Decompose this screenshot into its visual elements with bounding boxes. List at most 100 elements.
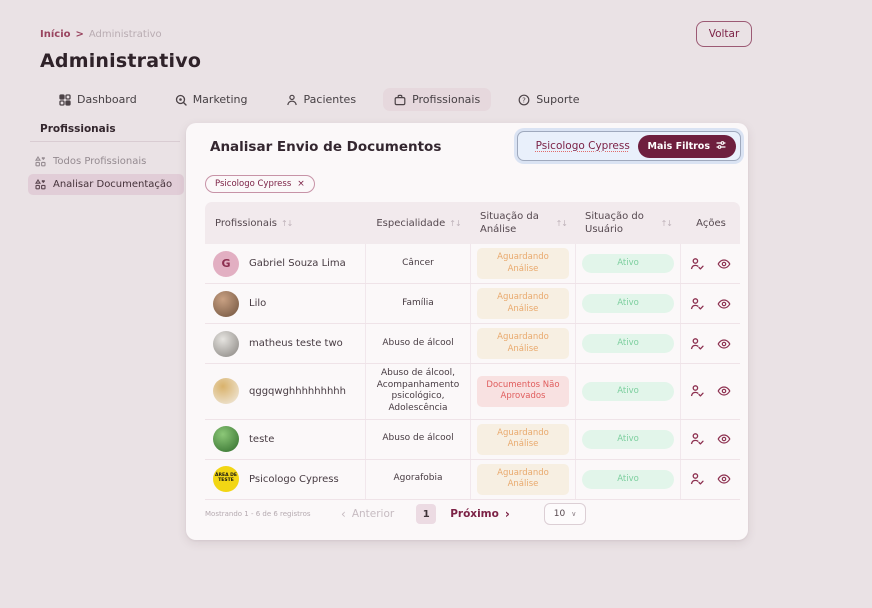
page-number-button[interactable]: 1 bbox=[416, 504, 437, 524]
user-status-badge: Ativo bbox=[582, 381, 674, 402]
user-check-icon[interactable] bbox=[690, 337, 704, 351]
sort-icon[interactable]: ↑↓ bbox=[660, 218, 673, 228]
eye-icon[interactable] bbox=[717, 297, 731, 311]
tab-dashboard[interactable]: Dashboard bbox=[48, 88, 148, 111]
column-header-especialidade: Especialidade ↑↓ bbox=[376, 217, 461, 229]
professional-name: Lilo bbox=[249, 298, 267, 309]
table-row: matheus teste two Abuso de álcool Aguard… bbox=[205, 324, 740, 364]
specialty: Abuso de álcool bbox=[365, 419, 470, 459]
svg-text:?: ? bbox=[522, 96, 526, 104]
sidebar-title: Profissionais bbox=[40, 123, 116, 135]
chevron-down-icon: ∨ bbox=[571, 510, 577, 518]
analysis-status-cell: Documentos Não Aprovados bbox=[470, 364, 575, 419]
more-filters-label: Mais Filtros bbox=[647, 140, 711, 152]
user-check-icon[interactable] bbox=[690, 384, 704, 398]
specialty: Câncer bbox=[365, 244, 470, 283]
user-status-badge: Ativo bbox=[582, 293, 674, 314]
avatar: G bbox=[213, 250, 239, 277]
professional-name: matheus teste two bbox=[249, 338, 343, 349]
eye-icon[interactable] bbox=[717, 472, 731, 486]
category-icon bbox=[35, 156, 46, 167]
sidebar-item-analisar-documentacao[interactable]: Analisar Documentação bbox=[28, 174, 184, 195]
analysis-status-cell: Aguardando Análise bbox=[470, 419, 575, 459]
professional-cell: G Gabriel Souza Lima bbox=[205, 246, 365, 282]
tab-suporte[interactable]: ? Suporte bbox=[507, 88, 590, 111]
analysis-status-badge: Aguardando Análise bbox=[477, 328, 569, 359]
professional-name: qggqwghhhhhhhhh bbox=[249, 385, 346, 397]
actions-cell bbox=[680, 244, 740, 283]
avatar bbox=[213, 378, 239, 405]
sidebar-item-todos-profissionais[interactable]: Todos Profissionais bbox=[28, 151, 184, 172]
column-header-situacao-usuario: Situação do Usuário ↑↓ bbox=[585, 211, 673, 235]
specialty: Agorafobia bbox=[365, 459, 470, 499]
eye-icon[interactable] bbox=[717, 257, 731, 271]
pagination-summary: Mostrando 1 - 6 de 6 registros bbox=[205, 510, 311, 518]
table-row: teste Abuso de álcool Aguardando Análise… bbox=[205, 419, 740, 460]
previous-page-button[interactable]: ‹ Anterior bbox=[341, 507, 395, 521]
tab-pacientes[interactable]: Pacientes bbox=[275, 88, 368, 111]
user-check-icon[interactable] bbox=[690, 432, 704, 446]
professional-cell: qggqwghhhhhhhhh bbox=[205, 373, 365, 409]
actions-cell bbox=[680, 459, 740, 499]
professional-search-input[interactable]: Psicologo Cypress Mais Filtros bbox=[517, 131, 741, 161]
sort-icon[interactable]: ↑↓ bbox=[555, 218, 568, 228]
eye-icon[interactable] bbox=[717, 384, 731, 398]
patients-icon bbox=[286, 94, 298, 106]
chip-remove-icon[interactable]: × bbox=[297, 179, 305, 189]
analysis-status-badge: Aguardando Análise bbox=[477, 423, 569, 455]
filter-chip[interactable]: Psicologo Cypress × bbox=[205, 175, 315, 193]
sidebar-item-label: Analisar Documentação bbox=[53, 179, 173, 190]
avatar bbox=[213, 290, 239, 317]
user-check-icon[interactable] bbox=[690, 257, 704, 271]
user-status-cell: Ativo bbox=[575, 459, 680, 499]
user-status-cell: Ativo bbox=[575, 419, 680, 459]
professional-name: teste bbox=[249, 433, 275, 445]
sidebar-item-label: Todos Profissionais bbox=[53, 156, 147, 167]
tab-label: Suporte bbox=[536, 93, 580, 106]
professional-cell: Lilo bbox=[205, 286, 365, 322]
table-header: Profissionais ↑↓ Especialidade ↑↓ Situaç… bbox=[205, 202, 740, 244]
analysis-status-badge: Documentos Não Aprovados bbox=[477, 375, 569, 407]
user-check-icon[interactable] bbox=[690, 297, 704, 311]
actions-cell bbox=[680, 324, 740, 363]
back-button[interactable]: Voltar bbox=[696, 21, 752, 47]
professionals-icon bbox=[394, 94, 406, 106]
page-title: Administrativo bbox=[40, 50, 202, 72]
actions-cell bbox=[680, 419, 740, 459]
professional-cell: teste bbox=[205, 421, 365, 457]
breadcrumb-home[interactable]: Início bbox=[40, 29, 71, 40]
eye-icon[interactable] bbox=[717, 337, 731, 351]
search-value[interactable]: Psicologo Cypress bbox=[535, 140, 630, 152]
column-header-profissionais: Profissionais ↑↓ bbox=[215, 217, 293, 229]
tab-bar: Dashboard Marketing Pacientes Profission… bbox=[48, 88, 590, 111]
sort-icon[interactable]: ↑↓ bbox=[280, 218, 293, 228]
specialty: Abuso de álcool bbox=[365, 324, 470, 363]
user-status-badge: Ativo bbox=[582, 253, 674, 274]
chevron-right-icon: › bbox=[504, 507, 510, 521]
tab-label: Marketing bbox=[192, 93, 248, 106]
table-row: Lilo Família Aguardando Análise Ativo bbox=[205, 284, 740, 324]
tab-marketing[interactable]: Marketing bbox=[164, 88, 259, 111]
tab-label: Pacientes bbox=[303, 93, 357, 106]
user-status-cell: Ativo bbox=[575, 324, 680, 363]
user-status-badge: Ativo bbox=[582, 333, 674, 354]
next-page-button[interactable]: Próximo › bbox=[450, 507, 510, 521]
avatar bbox=[213, 426, 239, 453]
sliders-icon bbox=[716, 140, 726, 153]
specialty: Abuso de álcool, Acompanhamento psicológ… bbox=[365, 364, 470, 419]
analysis-status-cell: Aguardando Análise bbox=[470, 244, 575, 283]
eye-icon[interactable] bbox=[717, 432, 731, 446]
tab-profissionais[interactable]: Profissionais bbox=[383, 88, 492, 111]
professional-cell: ÁREA DE TESTE Psicologo Cypress bbox=[205, 461, 365, 497]
breadcrumb-separator-icon: > bbox=[75, 29, 84, 40]
card-title: Analisar Envio de Documentos bbox=[210, 139, 442, 155]
table-body: G Gabriel Souza Lima Câncer Aguardando A… bbox=[205, 244, 740, 500]
more-filters-button[interactable]: Mais Filtros bbox=[637, 134, 736, 158]
page-size-select[interactable]: 10 ∨ bbox=[543, 503, 587, 525]
pagination: Mostrando 1 - 6 de 6 registros ‹ Anterio… bbox=[205, 494, 740, 534]
chevron-left-icon: ‹ bbox=[341, 507, 346, 521]
user-check-icon[interactable] bbox=[690, 472, 704, 486]
marketing-icon bbox=[175, 94, 187, 106]
table-row: qggqwghhhhhhhhh Abuso de álcool, Acompan… bbox=[205, 364, 740, 420]
sort-icon[interactable]: ↑↓ bbox=[449, 218, 461, 228]
